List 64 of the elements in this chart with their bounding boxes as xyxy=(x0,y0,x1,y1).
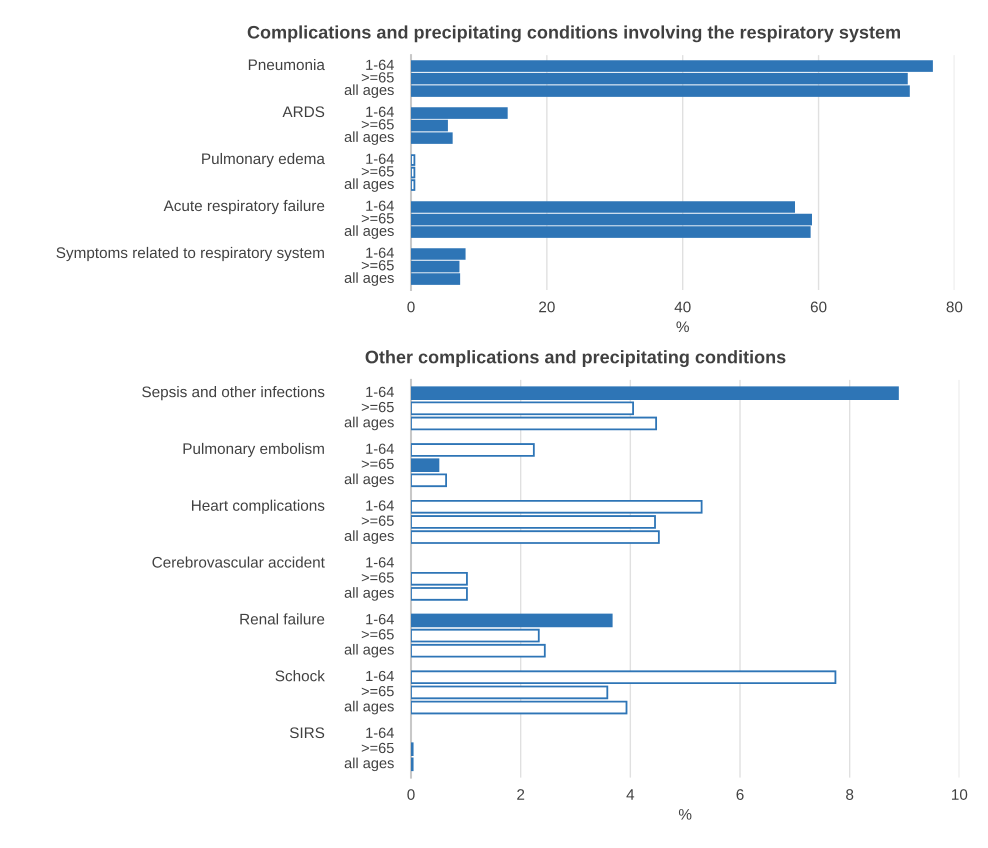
x-tick-label: 40 xyxy=(674,302,691,312)
x-tick-label: 4 xyxy=(626,789,634,800)
text: all ages xyxy=(344,530,394,544)
x-tick-label: 80 xyxy=(946,302,962,312)
series-label: >=65 xyxy=(362,402,394,412)
text: 1-64 xyxy=(366,500,394,511)
y-tick-label: Schock xyxy=(275,670,325,682)
text: >=65 xyxy=(362,166,394,176)
series-label: 1-64 xyxy=(366,60,394,70)
text: >=65 xyxy=(362,572,394,583)
series-label: all ages xyxy=(344,416,394,430)
chart-title: Complications and precipitating conditions involving the respiratory system xyxy=(248,25,900,42)
series-label: >=65 xyxy=(362,72,394,83)
x-tick-label: 0 xyxy=(407,789,415,800)
text: all ages xyxy=(344,473,394,488)
text: >=65 xyxy=(362,742,394,754)
text: 1-64 xyxy=(366,557,394,568)
y-tick-label: Acute respiratory failure xyxy=(164,200,324,214)
x-tick-label: 6 xyxy=(736,789,744,800)
text: 1-64 xyxy=(366,154,394,164)
y-tick-label: ARDS xyxy=(282,106,324,118)
x-tick-label: 60 xyxy=(810,302,826,312)
text: 1-64 xyxy=(366,614,394,624)
text: all ages xyxy=(344,225,394,239)
series-label: 1-64 xyxy=(366,386,394,398)
y-tick-label: Pulmonary embolism xyxy=(184,442,324,458)
text: >=65 xyxy=(362,260,394,270)
y-tick-label: Symptoms related to respiratory system xyxy=(56,246,324,262)
text: all ages xyxy=(344,272,394,286)
series-label: all ages xyxy=(344,84,394,98)
y-tick-label: Cerebrovascular accident xyxy=(152,556,325,568)
y-tick-label: Sepsis and other infections xyxy=(142,386,324,400)
text: all ages xyxy=(344,131,394,145)
text: 1-64 xyxy=(366,670,394,682)
text: all ages xyxy=(344,700,394,714)
text: >=65 xyxy=(362,119,394,130)
bar xyxy=(411,614,613,628)
text: >=65 xyxy=(362,458,394,470)
text: >=65 xyxy=(362,686,394,696)
chart-title: Other complications and precipitating conditions xyxy=(366,350,786,368)
x-axis-title: % xyxy=(676,321,689,332)
text: >=65 xyxy=(362,213,394,224)
text: 1-64 xyxy=(366,728,394,738)
x-tick-label: 10 xyxy=(952,789,968,800)
text: all ages xyxy=(344,758,394,772)
y-tick-label: Pneumonia xyxy=(248,58,325,70)
text: 1-64 xyxy=(366,106,394,117)
y-tick-label: Heart complications xyxy=(192,500,324,514)
x-axis-title: % xyxy=(678,808,692,820)
text: 1-64 xyxy=(366,200,394,211)
text: 1-64 xyxy=(366,444,394,454)
text: all ages xyxy=(344,178,394,192)
x-tick-label: 0 xyxy=(407,302,415,312)
text: all ages xyxy=(344,644,394,658)
x-tick-label: 8 xyxy=(846,789,854,800)
y-tick-label: Pulmonary edema xyxy=(202,152,325,168)
text: >=65 xyxy=(362,629,394,640)
text: all ages xyxy=(344,587,394,601)
x-tick-label: 2 xyxy=(517,789,524,800)
x-tick-label: 20 xyxy=(539,302,555,312)
text: 1-64 xyxy=(366,248,394,258)
y-tick-label: Renal failure xyxy=(240,613,324,625)
y-tick-label: SIRS xyxy=(290,727,324,738)
text: >=65 xyxy=(362,516,394,526)
